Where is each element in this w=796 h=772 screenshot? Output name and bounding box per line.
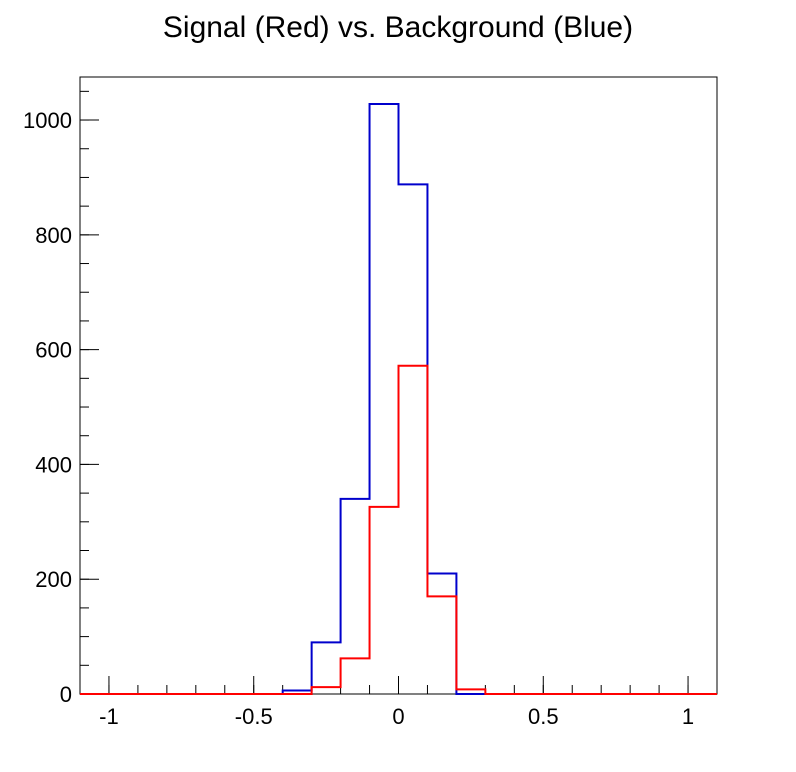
x-tick-label: 1 <box>682 704 694 729</box>
x-tick-label: -0.5 <box>235 704 273 729</box>
chart-title: Signal (Red) vs. Background (Blue) <box>163 11 633 44</box>
y-tick-label: 0 <box>60 682 72 707</box>
y-tick-label: 600 <box>35 338 72 363</box>
signal-histogram <box>80 364 717 695</box>
y-tick-label: 800 <box>35 223 72 248</box>
y-tick-label: 1000 <box>23 108 72 133</box>
x-tick-label: -1 <box>99 704 119 729</box>
x-tick-label: 0 <box>392 704 404 729</box>
y-tick-label: 200 <box>35 567 72 592</box>
axes: -1 -0.5 0 0.5 1 0 200 400 600 800 1000 <box>23 90 694 729</box>
series-layer <box>80 102 717 695</box>
y-tick-label: 400 <box>35 452 72 477</box>
x-tick-label: 0.5 <box>528 704 559 729</box>
